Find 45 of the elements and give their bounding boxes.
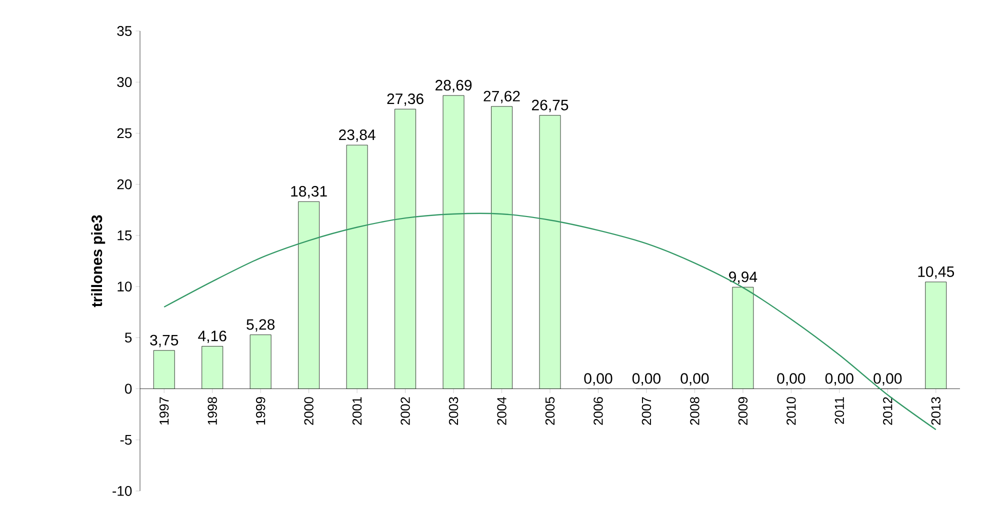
x-tick-label: 2011 — [834, 397, 844, 424]
x-tick-label: 2006 — [594, 397, 603, 425]
y-tick-label: 5 — [124, 332, 132, 343]
data-label: 23,84 — [339, 129, 376, 142]
data-label: 27,36 — [387, 93, 424, 106]
x-tick-label: 2007 — [642, 397, 652, 425]
data-label: 0,00 — [777, 373, 806, 386]
x-tick-label: 2013 — [931, 397, 940, 425]
data-label: 28,69 — [436, 80, 472, 92]
y-tick-label: -10 — [112, 486, 132, 496]
x-tick-label: 2000 — [304, 397, 314, 425]
y-tick-label: 0 — [124, 384, 132, 394]
data-label: 0,00 — [584, 373, 612, 386]
data-label: 3,75 — [150, 334, 178, 348]
x-tick-label: 2004 — [497, 396, 506, 425]
data-label: 0,00 — [680, 373, 709, 386]
data-label: 26,75 — [532, 100, 568, 112]
x-tick-label: 2008 — [690, 397, 700, 425]
x-tick-label: 2010 — [786, 397, 796, 425]
data-label: 5,28 — [246, 319, 275, 332]
x-tick-label: 2005 — [545, 397, 555, 425]
data-label: 9,94 — [729, 272, 758, 284]
data-label: 4,16 — [198, 330, 226, 344]
x-tick-label: 2001 — [352, 397, 362, 425]
x-tick-label: 2003 — [448, 397, 458, 425]
x-tick-label: 1997 — [160, 397, 169, 424]
x-tick-label: 1998 — [208, 397, 217, 424]
y-tick-label: -5 — [120, 434, 132, 445]
y-tick-label: 20 — [117, 179, 132, 190]
data-label: 0,00 — [874, 373, 902, 386]
y-tick-label: 10 — [118, 282, 132, 292]
y-axis-title: trillones pie3 — [91, 215, 106, 308]
x-tick-label: 1999 — [256, 397, 266, 424]
x-tick-label: 2002 — [400, 397, 410, 425]
y-tick-label: 30 — [117, 77, 132, 88]
data-label: 18,31 — [291, 186, 327, 198]
data-label: 10,45 — [918, 266, 954, 279]
y-tick-label: 35 — [117, 26, 132, 36]
data-label: 0,00 — [825, 373, 854, 386]
x-tick-label: 2012 — [883, 397, 892, 425]
data-label: 27,62 — [484, 90, 520, 104]
y-tick-label: 25 — [117, 128, 132, 138]
x-tick-label: 2009 — [738, 397, 748, 425]
data-label: 0,00 — [632, 373, 660, 386]
y-tick-label: 15 — [118, 230, 132, 240]
